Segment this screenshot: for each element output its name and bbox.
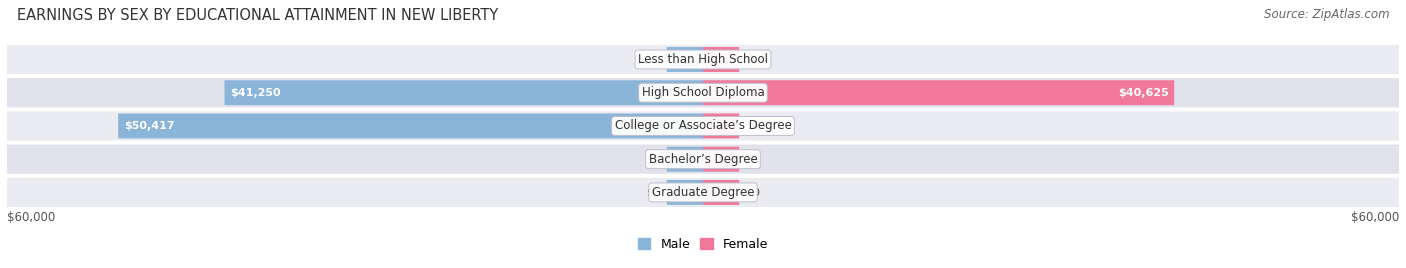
FancyBboxPatch shape — [703, 180, 740, 205]
Text: $0: $0 — [645, 54, 659, 65]
Text: $60,000: $60,000 — [1351, 211, 1399, 224]
Text: College or Associate’s Degree: College or Associate’s Degree — [614, 120, 792, 132]
Text: $50,417: $50,417 — [124, 121, 174, 131]
FancyBboxPatch shape — [7, 178, 1399, 207]
FancyBboxPatch shape — [7, 111, 1399, 141]
Legend: Male, Female: Male, Female — [633, 233, 773, 256]
FancyBboxPatch shape — [225, 80, 703, 105]
FancyBboxPatch shape — [666, 180, 703, 205]
Text: $0: $0 — [747, 54, 761, 65]
Text: Graduate Degree: Graduate Degree — [652, 186, 754, 199]
FancyBboxPatch shape — [666, 47, 703, 72]
FancyBboxPatch shape — [703, 114, 740, 138]
FancyBboxPatch shape — [666, 147, 703, 172]
Text: High School Diploma: High School Diploma — [641, 86, 765, 99]
FancyBboxPatch shape — [703, 147, 740, 172]
Text: $0: $0 — [645, 154, 659, 164]
Text: $41,250: $41,250 — [231, 88, 281, 98]
FancyBboxPatch shape — [118, 114, 703, 138]
Text: Less than High School: Less than High School — [638, 53, 768, 66]
Text: Bachelor’s Degree: Bachelor’s Degree — [648, 153, 758, 166]
FancyBboxPatch shape — [703, 80, 1174, 105]
FancyBboxPatch shape — [7, 78, 1399, 107]
Text: $0: $0 — [747, 154, 761, 164]
Text: $0: $0 — [747, 121, 761, 131]
Text: $0: $0 — [645, 187, 659, 198]
Text: EARNINGS BY SEX BY EDUCATIONAL ATTAINMENT IN NEW LIBERTY: EARNINGS BY SEX BY EDUCATIONAL ATTAINMEN… — [17, 8, 498, 23]
Text: Source: ZipAtlas.com: Source: ZipAtlas.com — [1264, 8, 1389, 21]
FancyBboxPatch shape — [7, 45, 1399, 74]
FancyBboxPatch shape — [7, 144, 1399, 174]
Text: $40,625: $40,625 — [1118, 88, 1168, 98]
FancyBboxPatch shape — [703, 47, 740, 72]
Text: $0: $0 — [747, 187, 761, 198]
Text: $60,000: $60,000 — [7, 211, 55, 224]
